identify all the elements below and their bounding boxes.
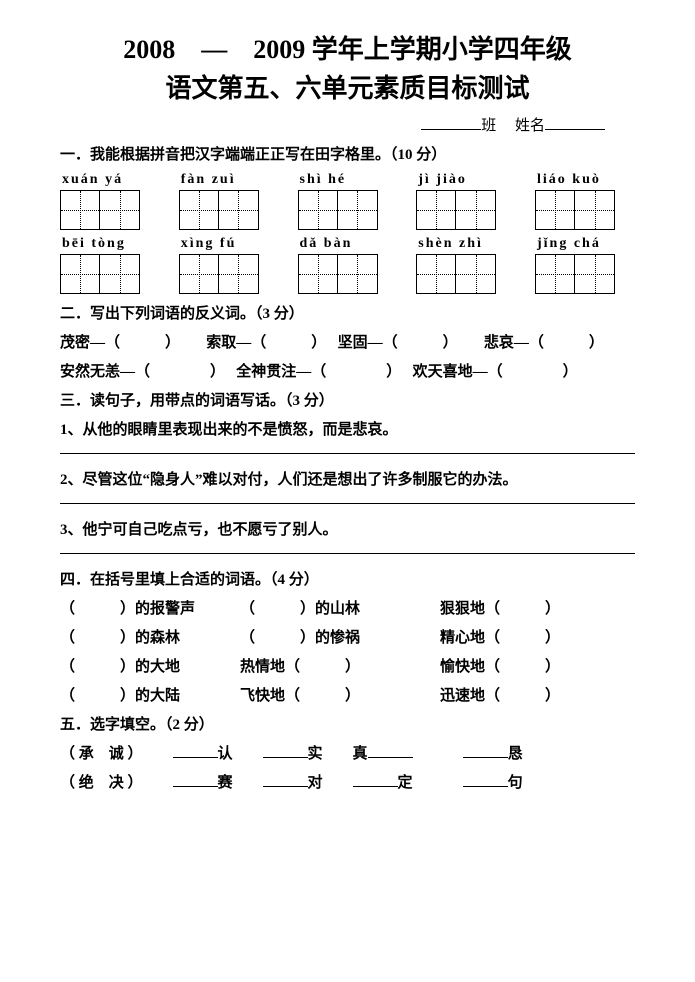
section-2-head: 二．写出下列词语的反义词。（3 分） [60, 302, 635, 323]
pinyin-cell: jǐng chá [535, 236, 635, 252]
fill-item[interactable]: 精心地（ ） [440, 626, 635, 647]
tianzi-pair[interactable] [179, 254, 279, 294]
char-blank[interactable] [463, 743, 508, 758]
fill-row: （ ）的大地 热情地（ ） 愉快地（ ） [60, 655, 635, 676]
pinyin-cell: dǎ bàn [298, 236, 398, 252]
antonym-item[interactable]: 坚固—（ ） [338, 335, 451, 351]
pinyin-cell: shèn zhì [416, 236, 516, 252]
antonym-item[interactable]: 悲哀—（ ） [484, 335, 604, 351]
antonym-item[interactable]: 安然无恙—（ ） [60, 364, 218, 380]
antonym-item[interactable]: 欢天喜地—（ ） [413, 364, 578, 380]
fill-item[interactable]: （ ）的山林 [240, 597, 440, 618]
char-word: 句 [508, 771, 523, 792]
fill-item[interactable]: （ ）的惨祸 [240, 626, 440, 647]
section-5-head: 五．选字填空。（2 分） [60, 713, 635, 734]
title-line-2: 语文第五、六单元素质目标测试 [60, 69, 635, 108]
antonym-item[interactable]: 全神贯注—（ ） [236, 364, 394, 380]
pinyin-cell: xuán yá [60, 172, 160, 188]
char-options: （ 绝 决 ） [60, 771, 143, 792]
char-blank[interactable] [368, 743, 413, 758]
title-line-1: 2008 — 2009 学年上学期小学四年级 [60, 30, 635, 69]
sentence-2: 2、尽管这位“隐身人”难以对付，人们还是想出了许多制服它的办法。 [60, 468, 635, 489]
fill-item[interactable]: 飞快地（ ） [240, 684, 440, 705]
fill-row: （ ）的森林 （ ）的惨祸 精心地（ ） [60, 626, 635, 647]
pinyin-cell: shì hé [298, 172, 398, 188]
tianzi-pair[interactable] [535, 254, 635, 294]
antonym-item[interactable]: 索取—（ ） [206, 335, 319, 351]
fill-item[interactable]: （ ）的森林 [60, 626, 240, 647]
char-options: （ 承 诚 ） [60, 742, 143, 763]
pinyin-cell: xìng fú [179, 236, 279, 252]
antonym-line-1: 茂密—（ ） 索取—（ ） 坚固—（ ） 悲哀—（ ） [60, 331, 635, 352]
section-3-head: 三．读句子，用带点的词语写话。（3 分） [60, 389, 635, 410]
sentence-1: 1、从他的眼睛里表现出来的不是愤怒，而是悲哀。 [60, 418, 635, 439]
char-word: 赛 [218, 771, 233, 792]
worksheet-page: 2008 — 2009 学年上学期小学四年级 语文第五、六单元素质目标测试 班 … [0, 0, 695, 982]
fill-item[interactable]: 愉快地（ ） [440, 655, 635, 676]
tianzi-row-2 [60, 254, 635, 294]
char-blank[interactable] [263, 743, 308, 758]
char-word: 对 [308, 771, 323, 792]
answer-line[interactable] [60, 503, 635, 504]
char-word: 认 [218, 742, 233, 763]
char-blank[interactable] [463, 772, 508, 787]
tianzi-pair[interactable] [179, 190, 279, 230]
pinyin-cell: jì jiào [416, 172, 516, 188]
pinyin-row-1: xuán yá fàn zuì shì hé jì jiào liáo kuò [60, 172, 635, 188]
answer-line[interactable] [60, 553, 635, 554]
section-1-head: 一．我能根据拼音把汉字端端正正写在田字格里。（10 分） [60, 143, 635, 164]
section-4-head: 四．在括号里填上合适的词语。（4 分） [60, 568, 635, 589]
tianzi-pair[interactable] [298, 190, 398, 230]
name-blank[interactable] [545, 115, 605, 130]
char-blank[interactable] [263, 772, 308, 787]
fill-item[interactable]: （ ）的大地 [60, 655, 240, 676]
sentence-3: 3、他宁可自己吃点亏，也不愿亏了别人。 [60, 518, 635, 539]
tianzi-pair[interactable] [60, 254, 160, 294]
fill-row: （ ）的报警声 （ ）的山林 狠狠地（ ） [60, 597, 635, 618]
tianzi-pair[interactable] [535, 190, 635, 230]
class-label: 班 [481, 118, 496, 134]
char-blank[interactable] [353, 772, 398, 787]
fill-item[interactable]: 热情地（ ） [240, 655, 440, 676]
antonym-item[interactable]: 茂密—（ ） [60, 335, 173, 351]
class-blank[interactable] [421, 115, 481, 130]
antonym-line-2: 安然无恙—（ ） 全神贯注—（ ） 欢天喜地—（ ） [60, 360, 635, 381]
pinyin-cell: liáo kuò [535, 172, 635, 188]
tianzi-pair[interactable] [60, 190, 160, 230]
char-choice-row-1: （ 承 诚 ） 认 实 真 恳 [60, 742, 635, 763]
char-word: 实 [308, 742, 323, 763]
fill-item[interactable]: （ ）的报警声 [60, 597, 240, 618]
char-word: 真 [353, 742, 368, 763]
tianzi-pair[interactable] [416, 254, 516, 294]
fill-row: （ ）的大陆 飞快地（ ） 迅速地（ ） [60, 684, 635, 705]
pinyin-cell: bēi tòng [60, 236, 160, 252]
tianzi-pair[interactable] [298, 254, 398, 294]
pinyin-cell: fàn zuì [179, 172, 279, 188]
char-blank[interactable] [173, 743, 218, 758]
name-label: 姓名 [515, 118, 545, 134]
pinyin-row-2: bēi tòng xìng fú dǎ bàn shèn zhì jǐng ch… [60, 236, 635, 252]
fill-item[interactable]: 狠狠地（ ） [440, 597, 635, 618]
class-name-line: 班 姓名 [60, 114, 635, 135]
char-word: 定 [398, 771, 413, 792]
fill-item[interactable]: 迅速地（ ） [440, 684, 635, 705]
answer-line[interactable] [60, 453, 635, 454]
fill-item[interactable]: （ ）的大陆 [60, 684, 240, 705]
char-blank[interactable] [173, 772, 218, 787]
tianzi-row-1 [60, 190, 635, 230]
tianzi-pair[interactable] [416, 190, 516, 230]
char-choice-row-2: （ 绝 决 ） 赛 对 定 句 [60, 771, 635, 792]
char-word: 恳 [508, 742, 523, 763]
